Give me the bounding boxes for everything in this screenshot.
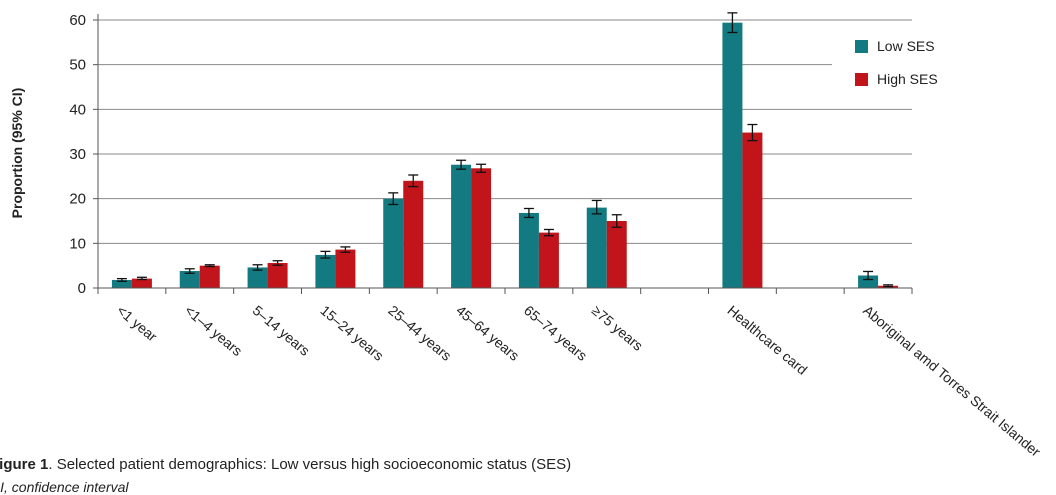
legend-label: Low SES — [877, 38, 935, 54]
x-tick-label: Healthcare card — [724, 302, 810, 378]
x-tick-label: 15–24 years — [317, 302, 386, 364]
bar-high-ses — [471, 168, 492, 288]
figure-footnote: CI, confidence interval — [0, 479, 129, 495]
x-tick-label: 45–64 years — [453, 302, 522, 364]
bar-high-ses — [199, 265, 220, 288]
y-tick-label: 10 — [69, 235, 86, 252]
bars — [111, 12, 899, 289]
legend: Low SES High SES — [855, 38, 938, 87]
bar-high-ses — [267, 262, 288, 288]
figure-caption: Figure 1. Selected patient demographics:… — [0, 456, 571, 473]
legend-swatch — [855, 40, 868, 53]
legend-label: High SES — [877, 71, 938, 87]
bar-high-ses — [403, 180, 424, 288]
bar-high-ses — [335, 249, 356, 288]
bar-low-ses — [179, 271, 200, 288]
bar-low-ses — [518, 212, 539, 288]
y-tick-label: 40 — [69, 101, 86, 118]
bar-low-ses — [586, 207, 607, 288]
x-tick-label: 25–44 years — [385, 302, 454, 364]
bar-high-ses — [606, 221, 627, 288]
legend-swatch — [855, 73, 868, 86]
x-tick-label: ≥75 years — [589, 302, 646, 354]
x-tick-label: <1–4 years — [182, 302, 246, 359]
bar-high-ses — [742, 132, 763, 288]
bar-low-ses — [315, 254, 336, 288]
bar-low-ses — [383, 198, 404, 288]
bar-low-ses — [111, 279, 132, 288]
figure-caption-label: Figure 1 — [0, 456, 49, 473]
y-tick-label: 0 — [78, 280, 86, 297]
bar-low-ses — [247, 267, 268, 288]
bar-low-ses — [451, 164, 472, 288]
bar-high-ses — [131, 278, 152, 288]
y-tick-label: 20 — [69, 191, 86, 208]
x-tick-label: <1 year — [114, 302, 161, 345]
figure-caption-text: . Selected patient demographics: Low ver… — [48, 456, 572, 473]
x-tick-label: 5–14 years — [250, 302, 313, 359]
x-tick-label: Aboriginal amd Torres Strait Islander — [860, 302, 1044, 460]
x-tick-label: 65–74 years — [521, 302, 590, 364]
y-tick-label: 50 — [69, 57, 86, 74]
bar-low-ses — [858, 275, 879, 288]
x-axis: <1 year <1–4 years 5–14 years 15–24 years25… — [97, 287, 1044, 460]
y-axis-title: Proportion (95% CI) — [9, 88, 25, 219]
bar-high-ses — [538, 232, 559, 288]
gridlines — [98, 19, 912, 244]
bar-low-ses — [722, 22, 743, 289]
y-tick-label: 30 — [69, 146, 86, 163]
y-tick-label: 60 — [69, 12, 86, 29]
y-axis: 0 10 20 30 40 50 60 — [69, 12, 99, 297]
